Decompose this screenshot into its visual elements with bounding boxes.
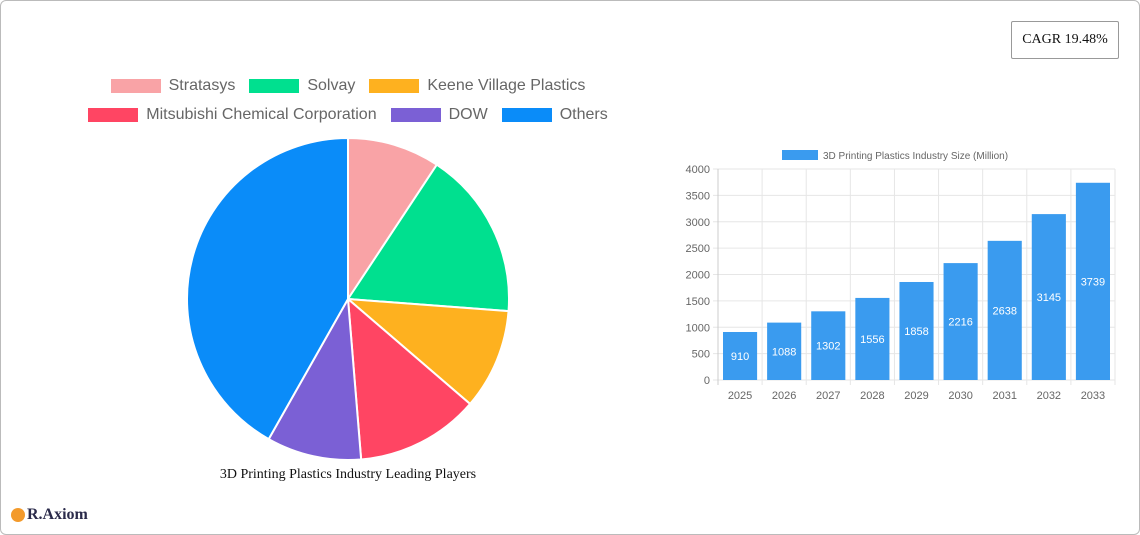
bar — [943, 263, 978, 380]
legend-swatch — [501, 108, 552, 122]
legend-item[interactable]: Solvay — [249, 77, 355, 95]
pie-title: 3D Printing Plastics Industry Leading Pl… — [219, 467, 477, 482]
legend-item[interactable]: Mitsubishi Chemical Corporation — [88, 106, 377, 124]
logo: R.Axiom — [11, 506, 88, 524]
logo-text: R.Axiom — [27, 506, 88, 523]
legend-swatch — [88, 108, 139, 122]
legend-label: Keene Village Plastics — [427, 77, 586, 94]
bar-value-label: 2638 — [992, 305, 1016, 317]
x-tick-label: 2032 — [1037, 390, 1061, 402]
x-tick-label: 2028 — [860, 390, 884, 402]
legend-label: DOW — [448, 106, 488, 123]
x-tick-label: 2026 — [772, 390, 796, 402]
bar-value-label: 1858 — [904, 326, 928, 338]
pie-chart — [186, 136, 510, 461]
bar-value-label: 3145 — [1037, 292, 1061, 304]
cagr-badge: CAGR 19.48% — [1011, 21, 1119, 59]
legend-item[interactable]: DOW — [390, 106, 488, 124]
bar — [1031, 214, 1066, 380]
x-tick-label: 2027 — [816, 390, 840, 402]
bar-value-label: 1302 — [816, 341, 840, 353]
bar — [723, 331, 758, 380]
legend-label: Mitsubishi Chemical Corporation — [146, 106, 377, 123]
bar-value-label: 910 — [731, 351, 749, 363]
bar-value-label: 1556 — [860, 334, 884, 346]
bar — [1075, 182, 1110, 380]
pie-legend-row-1: Stratasys Solvay Keene Village Plastics — [0, 77, 696, 95]
pie-slice — [346, 296, 472, 461]
y-tick-label: 1000 — [686, 322, 710, 334]
bar-value-label: 3739 — [1081, 276, 1105, 288]
bar-chart: 3D Printing Plastics Industry Size (Mill… — [686, 150, 1116, 402]
x-tick-label: 2025 — [728, 390, 752, 402]
bar-legend-swatch — [782, 150, 818, 160]
bar — [855, 297, 890, 380]
y-tick-label: 1500 — [686, 296, 710, 308]
pie-slice — [267, 295, 363, 461]
legend-swatch — [369, 79, 420, 93]
y-tick-label: 3000 — [686, 217, 710, 229]
bar-legend-label: 3D Printing Plastics Industry Size (Mill… — [823, 151, 1008, 162]
y-tick-label: 3500 — [686, 190, 710, 202]
bar — [811, 311, 846, 380]
x-tick-label: 2033 — [1081, 390, 1105, 402]
bar-value-label: 2216 — [948, 317, 972, 329]
legend-item[interactable]: Others — [501, 106, 608, 124]
bar — [987, 240, 1022, 380]
logo-icon — [11, 508, 25, 522]
y-tick-label: 2500 — [686, 243, 710, 255]
y-tick-label: 500 — [692, 349, 710, 361]
pie-slice — [345, 297, 510, 406]
x-tick-label: 2031 — [992, 390, 1016, 402]
legend-item[interactable]: Keene Village Plastics — [369, 77, 585, 95]
bar — [767, 322, 802, 380]
pie-slice — [347, 136, 439, 303]
legend-label: Solvay — [307, 77, 356, 94]
bar-value-label: 1088 — [772, 346, 796, 358]
y-tick-label: 2000 — [686, 270, 710, 282]
x-tick-label: 2030 — [948, 390, 972, 402]
x-tick-label: 2029 — [904, 390, 928, 402]
y-tick-label: 4000 — [686, 164, 710, 176]
legend-swatch — [110, 79, 161, 93]
bar — [899, 281, 934, 380]
y-tick-label: 0 — [704, 375, 710, 387]
legend-label: Others — [559, 106, 608, 123]
legend-label: Stratasys — [168, 77, 236, 94]
pie-slice — [186, 136, 349, 441]
legend-item[interactable]: Stratasys — [110, 77, 236, 95]
pie-legend-row-2: Mitsubishi Chemical Corporation DOW Others — [0, 106, 696, 124]
legend-swatch — [249, 79, 300, 93]
legend-swatch — [390, 108, 441, 122]
pie-slice — [346, 163, 510, 313]
